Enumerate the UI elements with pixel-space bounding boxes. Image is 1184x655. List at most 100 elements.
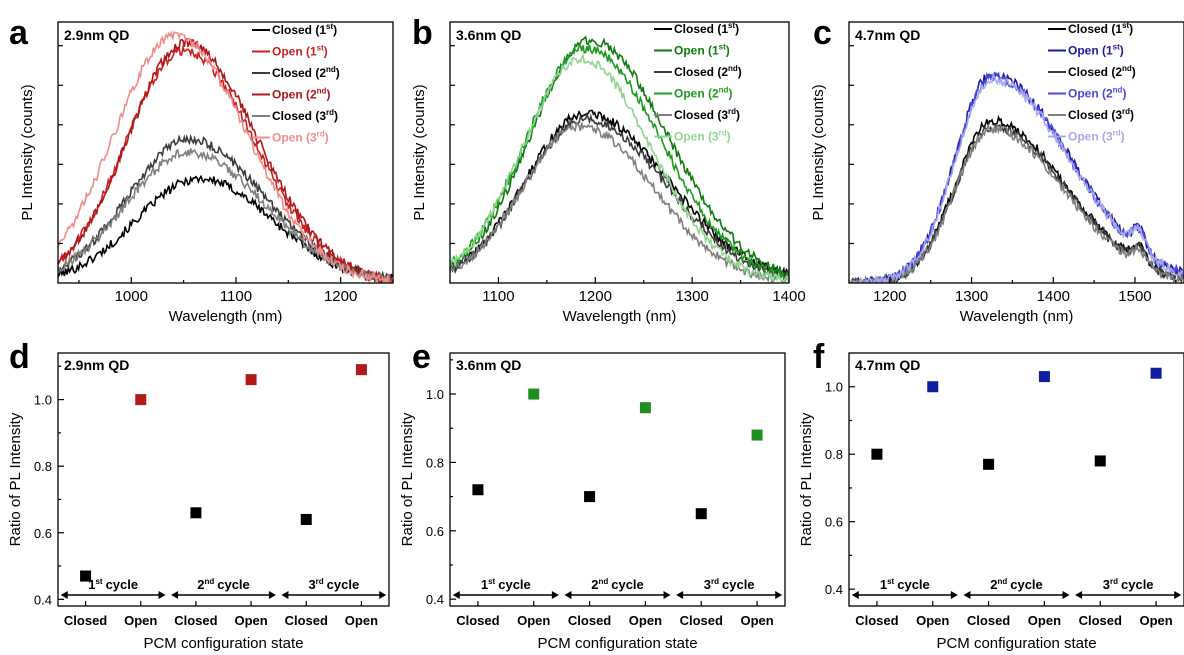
cycle-sup: nd	[598, 577, 608, 586]
legend-close: )	[1120, 44, 1124, 58]
series-line-2	[450, 35, 789, 279]
legend-entry: Closed (1st)	[674, 21, 739, 36]
legend-entry: Open (3rd)	[272, 130, 329, 145]
x-tick-label: 1000	[115, 288, 148, 305]
data-marker	[300, 513, 312, 525]
panel-letter: d	[9, 338, 30, 376]
legend-sup: rd	[1113, 129, 1121, 138]
qd-size-label: 3.6nm QD	[456, 27, 521, 43]
cycle-word: cycle	[217, 577, 250, 592]
legend-base: Open (1	[674, 44, 719, 58]
legend-base: Open (3	[1068, 130, 1113, 144]
legend-base: Closed (3	[674, 108, 728, 122]
cycle-word: cycle	[722, 577, 755, 592]
cycle-num: 2	[197, 577, 204, 592]
x-tick-label: 1200	[324, 288, 357, 305]
x-category-label: Open	[740, 613, 773, 628]
legend-close: )	[736, 108, 740, 122]
series-line-5	[58, 148, 393, 283]
cycle-sup: rd	[1110, 577, 1118, 586]
y-axis-label: Ratio of PL Intensity	[7, 412, 24, 546]
qd-size-label: 4.7nm QD	[855, 27, 920, 43]
cycle-arrowhead-right	[1174, 591, 1182, 599]
y-tick-label: 1.0	[34, 393, 52, 408]
series-line-5	[450, 121, 789, 283]
cycle-arrowhead-left	[963, 591, 971, 599]
legend-base: Closed (2	[272, 66, 326, 80]
x-axis-label: PCM configuration state	[936, 635, 1096, 652]
legend-close: )	[728, 87, 732, 101]
series-line-3	[850, 123, 1184, 283]
panel-letter: b	[412, 14, 433, 52]
legend-sup: rd	[1122, 107, 1130, 116]
ratio-panel-f: 0.4 0.6 0.8 1.0 Closed Open Closed Open Closed Op…	[798, 352, 1184, 652]
legend-base: Closed (3	[1068, 108, 1122, 122]
data-marker	[190, 507, 202, 519]
plot-frame	[57, 21, 394, 284]
y-axis-label: PL Intensity (counts)	[19, 84, 36, 220]
legend-base: Open (3	[674, 130, 719, 144]
cycle-label: 3rd cycle	[308, 577, 359, 592]
cycle-sup: nd	[204, 577, 214, 586]
legend-entry: Open (3rd)	[1068, 129, 1125, 144]
cycle-label: 1st cycle	[88, 577, 138, 592]
legend-base: Open (2	[272, 88, 317, 102]
panel-letter: c	[813, 14, 832, 52]
x-tick-label: 1200	[579, 288, 612, 305]
x-category-label: Closed	[568, 613, 611, 628]
legend-sup: st	[317, 44, 324, 53]
legend-close: )	[1122, 87, 1126, 101]
legend-close: )	[336, 66, 340, 80]
data-marker	[751, 429, 763, 441]
ratio-panel-d: 0.4 0.6 0.8 1.0 Closed Open Closed Open Closed Op…	[7, 352, 390, 652]
legend-close: )	[1129, 22, 1133, 36]
data-marker	[983, 458, 995, 470]
plot-frame	[848, 21, 1184, 284]
y-tick-label: 0.6	[825, 515, 843, 530]
y-axis-label: PL Intensity (counts)	[810, 84, 827, 220]
legend-sup: rd	[326, 108, 334, 117]
data-marker	[472, 484, 484, 496]
y-axis-label: PL Intensity (counts)	[411, 84, 428, 220]
legend-sup: rd	[728, 107, 736, 116]
x-category-label: Closed	[1079, 613, 1122, 628]
series-line-4	[58, 37, 393, 283]
legend-entry: Open (1st)	[272, 44, 328, 59]
cycle-word: cycle	[1010, 577, 1043, 592]
series-line-6	[852, 72, 1184, 283]
series-group	[850, 71, 1184, 283]
legend-close: )	[334, 109, 338, 123]
panel-letter: e	[412, 338, 431, 376]
y-tick-label: 0.6	[426, 524, 444, 539]
cycle-word: cycle	[106, 577, 139, 592]
cycle-arrowhead-left	[281, 591, 289, 599]
panel-letter: a	[9, 14, 29, 52]
data-marker	[245, 374, 257, 386]
legend-sup: st	[326, 22, 333, 31]
cycle-label: 1st cycle	[880, 577, 930, 592]
legend-sup: nd	[317, 87, 327, 96]
x-category-label: Open	[1139, 613, 1172, 628]
cycle-num: 2	[990, 577, 997, 592]
ratio-panel-e: 0.4 0.6 0.8 1.0 Closed Open Closed Open Closed Op…	[399, 352, 786, 652]
y-tick-label: 0.8	[34, 459, 52, 474]
spectrum-panel-c: 1200 1300 1400 1500 Wavelength (nm) PL Intens…	[810, 21, 1184, 325]
legend-base: Closed (1	[1068, 22, 1122, 36]
cycle-arrowhead-right	[379, 591, 387, 599]
legend-base: Open (3	[272, 131, 317, 145]
data-marker	[355, 364, 367, 376]
qd-size-label: 2.9nm QD	[64, 27, 129, 43]
x-tick-label: 1400	[1037, 288, 1070, 305]
series-group	[450, 35, 789, 283]
cycle-arrowhead-right	[158, 591, 166, 599]
series-line-5	[850, 123, 1184, 283]
cycle-arrowhead-right	[1062, 591, 1070, 599]
spectrum-panel-a: 1000 1100 1200 Wavelength (nm) PL Intensity …	[19, 21, 394, 325]
legend-base: Closed (3	[272, 109, 326, 123]
legend-sup: nd	[1122, 64, 1132, 73]
data-marker	[1150, 367, 1162, 379]
legend-base: Closed (1	[674, 22, 728, 36]
y-axis-label: Ratio of PL Intensity	[399, 412, 416, 546]
cycle-sup: nd	[997, 577, 1007, 586]
legend-close: )	[738, 65, 742, 79]
